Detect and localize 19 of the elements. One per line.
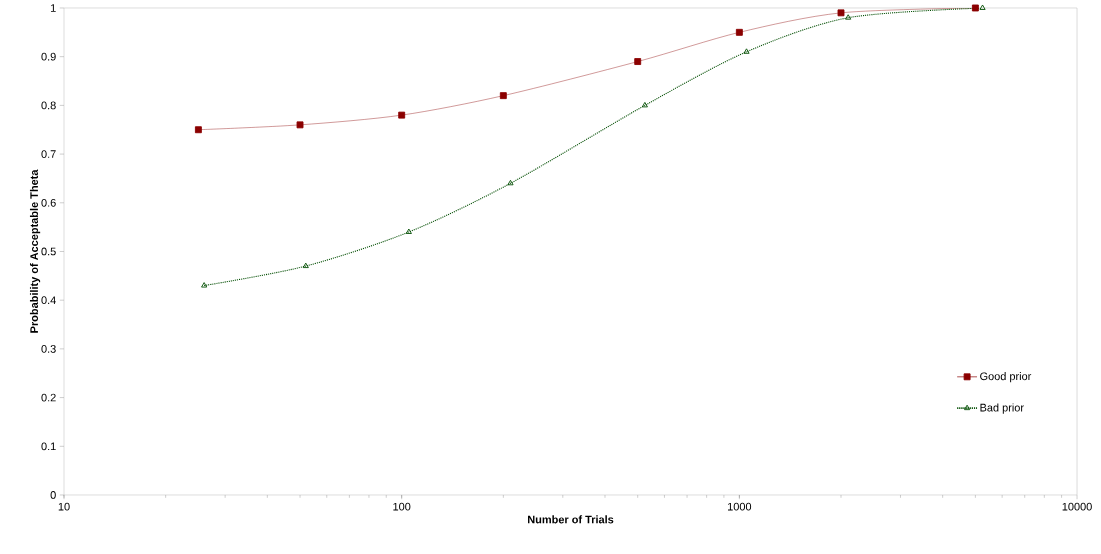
y-tick-label: 0.9 <box>41 52 56 61</box>
x-tick-label: 100 <box>393 502 411 511</box>
y-tick-label: 1 <box>50 4 56 12</box>
y-tick-label: 0 <box>50 491 56 499</box>
x-tick-label: 10000 <box>1062 502 1092 511</box>
legend-label: Bad prior <box>980 403 1024 414</box>
y-tick-label: 0.5 <box>41 247 56 256</box>
y-tick-label: 0.1 <box>41 442 56 451</box>
y-tick-label: 0.8 <box>41 101 56 110</box>
y-tick-label: 0.4 <box>41 296 56 305</box>
y-tick-label: 0.6 <box>41 198 56 207</box>
x-tick-label: 10 <box>58 502 70 511</box>
x-axis-title: Number of Trials <box>528 515 614 524</box>
y-tick-label: 0.3 <box>41 345 56 353</box>
y-tick-label: 0.7 <box>41 150 56 158</box>
x-tick-label: 1000 <box>728 502 752 511</box>
y-tick-label: 0.2 <box>41 393 56 402</box>
legend-label: Good prior <box>980 372 1032 383</box>
y-axis-title: Probability of Acceptable Theta <box>29 169 41 333</box>
